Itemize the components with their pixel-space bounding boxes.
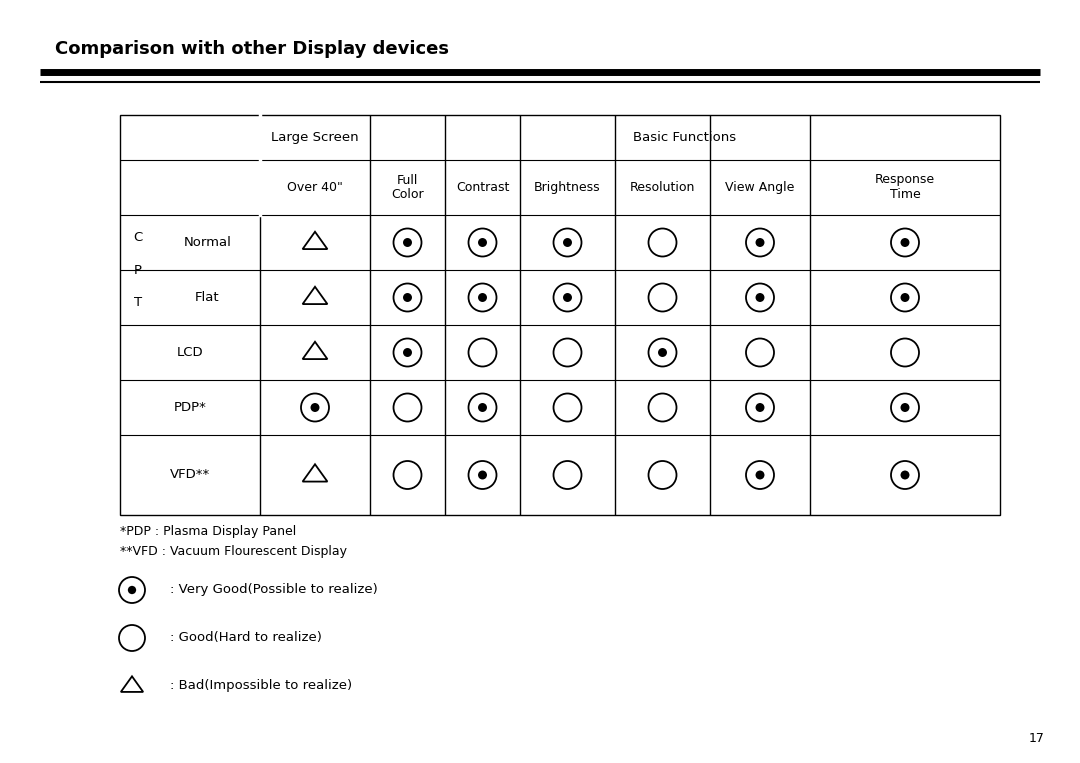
Circle shape	[901, 293, 909, 302]
Circle shape	[403, 238, 411, 247]
Text: Resolution: Resolution	[630, 181, 696, 194]
Text: Full
Color: Full Color	[391, 173, 423, 201]
Circle shape	[756, 471, 765, 479]
Text: Large Screen: Large Screen	[271, 131, 359, 144]
Circle shape	[658, 348, 667, 357]
Text: View Angle: View Angle	[726, 181, 795, 194]
Circle shape	[756, 293, 765, 302]
Text: VFD**: VFD**	[170, 468, 211, 481]
Text: Over 40": Over 40"	[287, 181, 343, 194]
Circle shape	[563, 293, 572, 302]
Text: Basic Functions: Basic Functions	[634, 131, 737, 144]
Circle shape	[901, 403, 909, 412]
Text: T: T	[134, 296, 143, 309]
Bar	[120, 115, 1000, 515]
Text: : Bad(Impossible to realize): : Bad(Impossible to realize)	[170, 680, 352, 693]
Text: PDP*: PDP*	[174, 401, 206, 414]
Circle shape	[478, 293, 487, 302]
Circle shape	[403, 348, 411, 357]
Text: LCD: LCD	[177, 346, 203, 359]
Text: Comparison with other Display devices: Comparison with other Display devices	[55, 40, 449, 58]
Circle shape	[478, 471, 487, 479]
Circle shape	[901, 238, 909, 247]
Text: P: P	[134, 263, 141, 276]
Circle shape	[478, 238, 487, 247]
Circle shape	[901, 471, 909, 479]
Circle shape	[756, 238, 765, 247]
Text: 17: 17	[1029, 732, 1045, 745]
Circle shape	[311, 403, 320, 412]
Text: Response
Time: Response Time	[875, 173, 935, 201]
Text: **VFD : Vacuum Flourescent Display: **VFD : Vacuum Flourescent Display	[120, 545, 347, 558]
Text: Normal: Normal	[184, 236, 231, 249]
Text: C: C	[133, 231, 143, 244]
Text: Brightness: Brightness	[535, 181, 600, 194]
Circle shape	[403, 293, 411, 302]
Circle shape	[756, 403, 765, 412]
Text: : Good(Hard to realize): : Good(Hard to realize)	[170, 632, 322, 645]
Text: Contrast: Contrast	[456, 181, 509, 194]
Circle shape	[478, 403, 487, 412]
Text: : Very Good(Possible to realize): : Very Good(Possible to realize)	[170, 584, 378, 597]
Text: Flat: Flat	[195, 291, 220, 304]
Text: *PDP : Plasma Display Panel: *PDP : Plasma Display Panel	[120, 525, 296, 538]
Circle shape	[127, 586, 136, 594]
Circle shape	[563, 238, 572, 247]
